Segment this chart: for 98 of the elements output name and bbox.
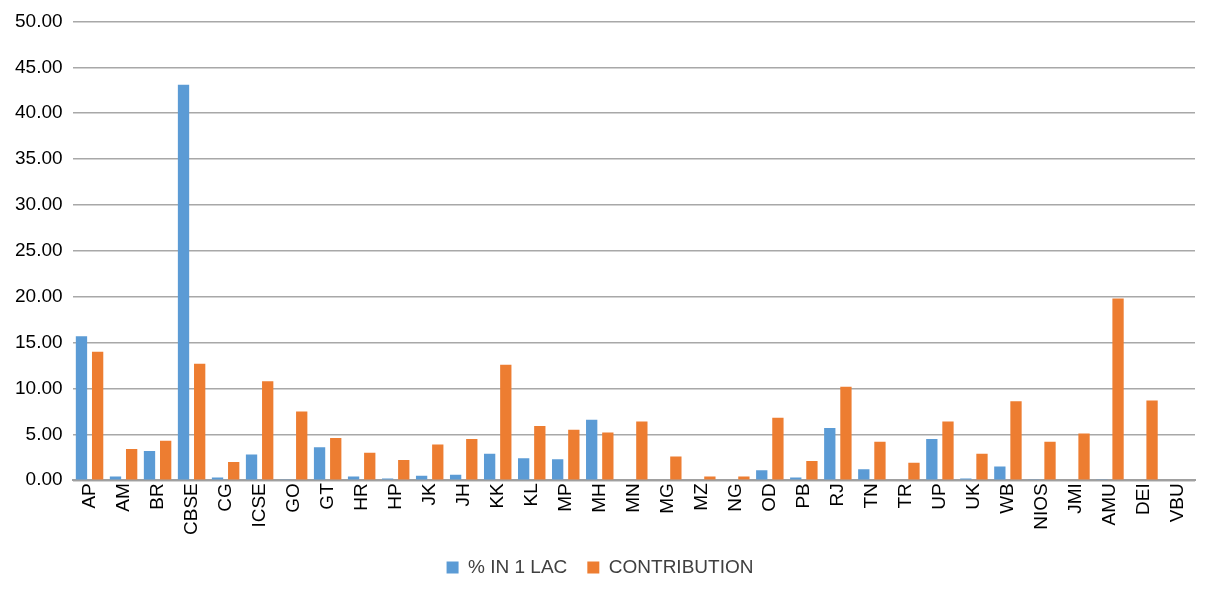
y-tick-label: 15.00	[15, 330, 63, 352]
x-tick-label: AP	[77, 483, 99, 509]
x-tick-label: DEI	[1132, 483, 1154, 515]
x-tick-label: BR	[145, 483, 167, 510]
x-tick-label: ICSE	[247, 483, 269, 528]
bar	[586, 419, 598, 480]
bar	[874, 441, 886, 480]
y-tick-label: 30.00	[15, 193, 63, 215]
bar	[125, 449, 138, 480]
x-tick-label: CG	[213, 483, 235, 512]
bar	[330, 438, 342, 480]
y-tick-label: 50.00	[15, 9, 63, 31]
x-tick-label: MN	[622, 483, 644, 513]
x-tick-label: NG	[724, 483, 746, 512]
x-tick-label: VBU	[1166, 483, 1188, 523]
bar	[296, 411, 308, 480]
bar	[756, 470, 768, 480]
x-tick-label: KL	[519, 483, 541, 507]
x-tick-label: TR	[894, 483, 916, 509]
x-tick-label: RJ	[826, 483, 848, 507]
bar	[704, 476, 716, 480]
bar	[228, 461, 240, 480]
bar	[1078, 433, 1090, 480]
y-tick-label: 5.00	[25, 422, 63, 444]
bar	[806, 460, 818, 480]
bar	[500, 364, 512, 480]
x-tick-label: MH	[587, 483, 609, 513]
y-tick-label: 10.00	[15, 376, 63, 398]
bar	[160, 440, 172, 480]
bar	[143, 450, 156, 480]
x-tick-label: PB	[792, 483, 814, 509]
bar	[840, 386, 852, 480]
legend-label: % IN 1 LAC	[468, 555, 568, 577]
x-tick-label: TN	[860, 483, 882, 509]
bar	[994, 466, 1006, 480]
bar	[262, 381, 274, 480]
x-tick-label: CBSE	[179, 483, 201, 536]
bar	[313, 447, 326, 480]
y-tick-label: 40.00	[15, 101, 63, 123]
bar	[211, 477, 224, 480]
bar	[91, 351, 104, 480]
legend-label: CONTRIBUTION	[608, 555, 754, 577]
bar	[75, 336, 88, 480]
x-tick-label: GT	[315, 482, 337, 510]
y-tick-label: 25.00	[15, 239, 63, 261]
bar	[926, 438, 938, 480]
bar	[432, 444, 444, 480]
y-tick-label: 20.00	[15, 284, 63, 306]
x-tick-label: OD	[758, 483, 780, 512]
x-tick-label: AMU	[1098, 483, 1120, 526]
bar	[858, 469, 870, 480]
bar	[738, 476, 750, 480]
bar	[466, 438, 478, 480]
bar	[772, 417, 784, 480]
y-tick-label: 0.00	[25, 468, 63, 490]
bar	[449, 474, 462, 480]
x-tick-label: MP	[553, 483, 575, 512]
x-tick-label: MG	[656, 483, 678, 514]
bar	[552, 459, 564, 480]
bar	[518, 458, 530, 480]
bar	[109, 476, 122, 480]
bar	[534, 426, 546, 480]
y-tick-label: 45.00	[15, 55, 63, 77]
x-tick-label: UP	[928, 483, 950, 510]
bar	[347, 476, 360, 480]
bar	[194, 363, 206, 480]
bar	[1010, 401, 1022, 480]
x-tick-label: AM	[111, 483, 133, 512]
bar	[976, 453, 988, 480]
x-tick-label: HP	[383, 483, 405, 510]
x-tick-label: MZ	[690, 482, 712, 511]
bar	[398, 460, 410, 480]
bar	[364, 452, 376, 480]
x-tick-label: GO	[281, 483, 303, 513]
bar	[483, 453, 496, 480]
bar	[568, 429, 580, 480]
bar	[942, 421, 954, 480]
bar	[602, 432, 614, 480]
x-tick-label: HR	[349, 483, 371, 511]
bar	[1044, 441, 1056, 480]
y-tick-label: 35.00	[15, 147, 63, 169]
bar	[790, 477, 802, 480]
x-tick-label: JMI	[1064, 483, 1086, 514]
bar	[245, 454, 258, 480]
x-tick-label: WB	[996, 483, 1018, 514]
x-tick-label: KK	[485, 482, 507, 509]
x-tick-label: JH	[451, 483, 473, 507]
bar	[1146, 400, 1158, 480]
x-tick-label: NIOS	[1030, 483, 1052, 530]
bar	[177, 84, 190, 480]
bar	[636, 421, 648, 480]
x-tick-label: UK	[962, 482, 984, 510]
bar	[670, 456, 682, 480]
x-tick-label: JK	[417, 482, 439, 506]
bar	[1112, 298, 1124, 480]
bar	[824, 427, 836, 480]
bar	[415, 475, 428, 480]
bar	[908, 462, 920, 480]
